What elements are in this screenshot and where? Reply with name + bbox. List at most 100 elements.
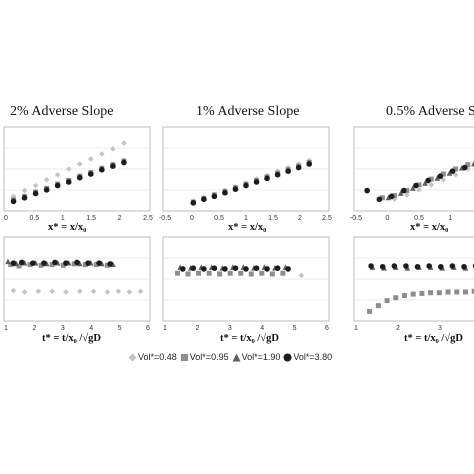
x-tick-label: 2 — [396, 325, 400, 332]
data-point-diamond — [35, 288, 42, 295]
x-tick-label: 1.5 — [268, 215, 278, 222]
data-point-diamond — [440, 177, 447, 183]
data-point-square — [419, 290, 425, 296]
data-point-circle — [211, 193, 218, 200]
data-point-circle — [190, 200, 197, 206]
data-point-diamond — [63, 289, 69, 295]
data-point-diamond — [76, 161, 83, 167]
data-point-circle — [449, 263, 456, 269]
data-point-square — [104, 262, 110, 268]
data-point-circle — [222, 266, 228, 272]
data-point-circle — [400, 187, 407, 194]
x-tick-label: 0.5 — [414, 215, 424, 222]
data-point-triangle — [422, 180, 428, 186]
data-point-square — [436, 290, 442, 296]
data-point-square — [453, 166, 459, 172]
data-point-circle — [425, 177, 431, 184]
data-point-diamond — [10, 193, 17, 200]
data-point-square — [27, 262, 33, 268]
x-tick-label: 1 — [4, 325, 8, 332]
x-tick-label: 1 — [163, 325, 167, 332]
data-point-square — [259, 270, 265, 276]
data-point-diamond — [65, 166, 72, 172]
chart-title-2pct: 2% Adverse Slope — [10, 104, 114, 119]
data-point-circle — [63, 260, 69, 266]
legend-label: Vol*=0.95 — [189, 352, 229, 362]
x-tick-label: 0 — [386, 215, 390, 222]
data-point-diamond — [32, 182, 39, 189]
data-point-square — [454, 289, 460, 295]
data-point-square — [462, 289, 468, 295]
data-point-circle — [413, 182, 419, 189]
data-point-square — [175, 270, 181, 276]
x-tick-label: 1 — [449, 215, 453, 222]
data-point-square — [384, 298, 390, 304]
data-point-square — [393, 295, 399, 301]
legend-item-vol-380: Vol*=3.80 — [283, 352, 332, 362]
x-tick-label: 2 — [298, 215, 302, 222]
data-point-circle — [232, 265, 239, 272]
data-point-square — [82, 262, 88, 268]
data-point-circle — [190, 265, 197, 272]
data-point-triangle — [446, 170, 453, 176]
data-point-square — [428, 290, 434, 296]
data-point-circle — [107, 261, 113, 267]
x-tick-label: 3 — [438, 325, 442, 332]
data-point-square — [375, 303, 381, 309]
chart-title-05pct: 0.5% Adverse Sl — [386, 104, 474, 119]
x-axis-label-5: t* = t/x₀ /√gD — [220, 333, 279, 344]
data-point-circle — [52, 259, 58, 266]
data-point-circle — [74, 259, 80, 266]
x-axis-label-4: t* = t/x₀ /√gD — [42, 333, 101, 344]
data-point-square — [392, 193, 398, 199]
data-point-square — [471, 288, 474, 294]
data-point-diamond — [104, 289, 111, 295]
x-tick-label: 2.5 — [143, 215, 153, 222]
x-tick-label: 0 — [190, 215, 194, 222]
data-point-square — [269, 271, 275, 277]
data-point-square — [8, 262, 14, 268]
data-point-triangle — [385, 194, 392, 201]
data-point-circle — [54, 182, 61, 189]
data-point-circle — [232, 186, 239, 192]
legend-item-vol-190: Vol*=1.90 — [232, 352, 280, 362]
data-point-square — [440, 171, 446, 177]
legend: Vol*=0.48 Vol*=0.95 Vol*=1.90 Vol*=3.80 — [128, 352, 335, 362]
data-point-triangle — [397, 190, 404, 196]
data-point-diamond — [76, 288, 83, 295]
data-point-circle — [96, 260, 102, 266]
data-point-square — [49, 262, 55, 268]
data-point-circle — [21, 195, 28, 201]
x-tick-label: 5 — [293, 325, 297, 332]
data-point-circle — [201, 266, 207, 272]
x-axis-label-3: x* = x/x₀ — [410, 222, 449, 233]
data-point-circle — [285, 168, 291, 174]
x-tick-label: 3 — [61, 325, 65, 332]
data-point-circle — [388, 193, 395, 200]
data-point-diamond — [391, 196, 398, 203]
data-point-circle — [306, 161, 313, 167]
data-point-circle — [437, 173, 444, 179]
x-tick-label: 2 — [118, 215, 122, 222]
data-point-circle — [274, 265, 281, 272]
data-point-circle — [32, 190, 39, 197]
data-point-circle — [285, 266, 291, 272]
data-point-circle — [461, 263, 467, 270]
x-tick-label: 1 — [61, 215, 65, 222]
data-point-triangle — [434, 175, 441, 181]
data-point-circle — [85, 260, 91, 266]
x-tick-label: 1 — [354, 325, 358, 332]
data-point-circle — [243, 182, 249, 189]
data-point-square — [379, 195, 385, 201]
diamond-marker-icon — [128, 353, 137, 361]
x-tick-label: 2 — [32, 325, 36, 332]
data-point-diamond — [49, 288, 55, 295]
data-point-diamond — [110, 146, 116, 152]
data-point-circle — [368, 263, 374, 269]
data-point-square — [404, 188, 410, 194]
x-axis-label-6: t* = t/x₀ /√gD — [404, 333, 463, 344]
data-point-square — [238, 270, 244, 276]
data-point-circle — [110, 163, 116, 169]
data-point-square — [16, 263, 22, 269]
